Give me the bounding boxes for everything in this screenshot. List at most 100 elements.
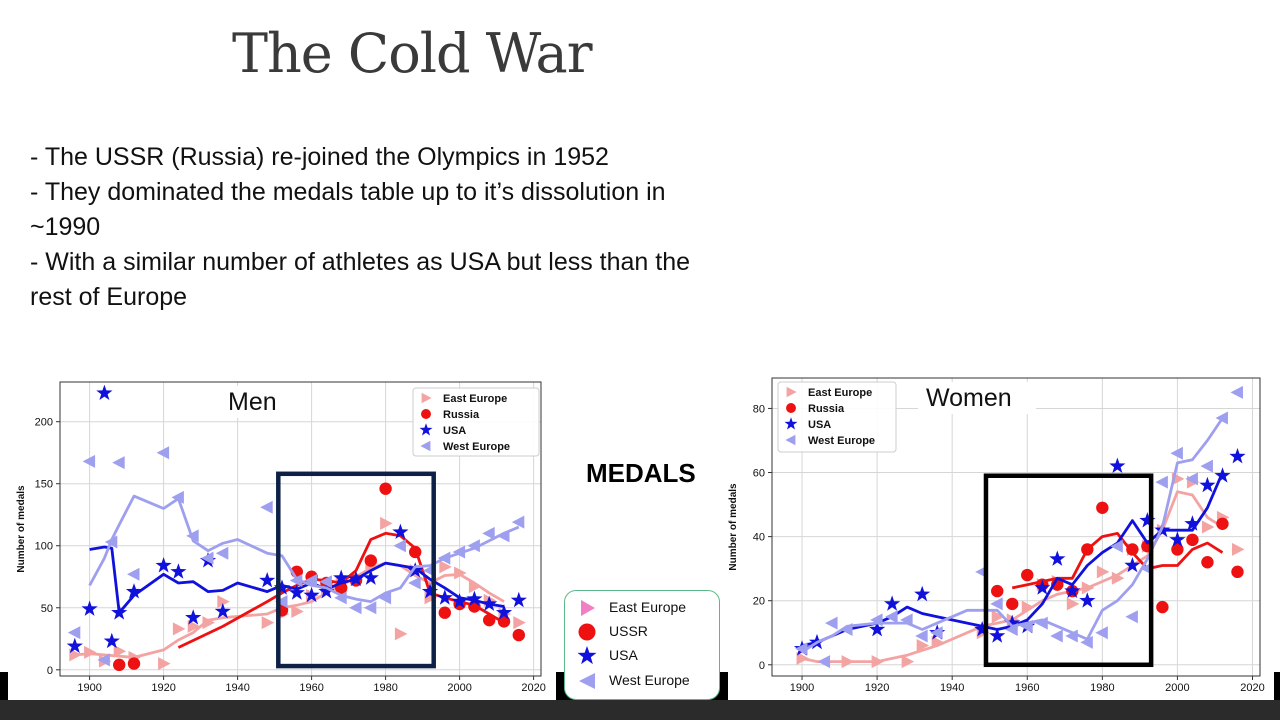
data-point — [1111, 571, 1125, 585]
legend-label: East Europe — [808, 387, 872, 399]
bullet-line: - With a similar number of athletes as U… — [30, 248, 691, 276]
chart-title: Men — [228, 388, 277, 416]
data-point — [1169, 531, 1186, 547]
grid — [60, 382, 541, 676]
data-point — [795, 642, 808, 656]
x-tick-label: 1960 — [1015, 682, 1039, 694]
x-tick-label: 2020 — [1240, 682, 1264, 694]
legend-marker — [420, 440, 431, 452]
data-point — [1065, 629, 1078, 643]
data-point — [439, 560, 452, 574]
data-point — [185, 609, 202, 625]
data-point — [1215, 411, 1228, 425]
data-point — [1034, 579, 1051, 595]
legend-marker — [421, 392, 432, 404]
data-point — [1050, 629, 1063, 643]
chart-title-bg — [918, 382, 1036, 414]
data-point — [156, 446, 170, 460]
data-point — [991, 610, 1005, 624]
data-point — [1006, 597, 1019, 611]
data-point — [1201, 556, 1214, 569]
x-tick-label: 2000 — [1165, 682, 1189, 694]
chart-title: Women — [926, 384, 1012, 412]
data-point — [158, 657, 171, 671]
data-point — [379, 482, 392, 495]
bottom-bar-strip — [0, 700, 1280, 720]
y-tick-label: 200 — [35, 417, 53, 429]
data-point — [1230, 385, 1243, 399]
data-point — [885, 610, 898, 624]
legend-marker — [419, 423, 433, 436]
data-point — [67, 626, 81, 640]
women-chart-panel: 1900 1920 1940 1960 1980 2000 2020 0 20 40 60 80 Num… — [728, 368, 1274, 700]
legend-marker — [785, 434, 796, 446]
data-point — [931, 635, 945, 649]
legend-label: East Europe — [609, 599, 687, 615]
bullet-line: - The USSR (Russia) re-joined the Olympi… — [30, 143, 609, 171]
legend-label: West Europe — [443, 441, 510, 453]
data-point — [497, 529, 510, 543]
data-point — [81, 600, 98, 616]
data-point — [869, 621, 886, 637]
data-point — [1079, 592, 1096, 608]
highlight-box — [983, 473, 1154, 668]
y-tick-label: 150 — [35, 479, 53, 491]
data-point — [930, 626, 943, 640]
data-point — [1200, 459, 1213, 473]
data-point — [495, 604, 513, 620]
data-point — [1139, 512, 1156, 528]
data-point — [1216, 517, 1229, 530]
data-point — [1170, 446, 1183, 460]
data-point — [288, 584, 305, 600]
data-point — [103, 632, 120, 649]
y-axis-label: Number of medals — [16, 485, 27, 573]
star-marker-icon — [577, 646, 597, 665]
legend-label: USA — [443, 425, 466, 437]
trend-line — [89, 545, 505, 615]
data-point — [409, 545, 422, 559]
data-point — [82, 454, 96, 468]
data-point — [900, 613, 913, 627]
data-point — [289, 573, 303, 587]
data-point — [1064, 582, 1081, 598]
x-tick-label: 1980 — [1090, 682, 1114, 694]
data-point — [1081, 581, 1095, 595]
data-point — [1201, 520, 1215, 534]
medals-label: MEDALS — [586, 458, 696, 488]
data-point — [349, 601, 362, 615]
data-point — [1229, 448, 1246, 464]
data-point — [1049, 550, 1066, 566]
data-point — [511, 515, 525, 529]
chart-title-bg — [220, 386, 310, 418]
x-tick-label: 1900 — [77, 682, 101, 694]
data-point — [901, 655, 915, 669]
data-point — [364, 554, 377, 567]
data-point — [170, 563, 187, 579]
data-point — [380, 516, 393, 530]
x-tick-label: 2000 — [447, 682, 471, 694]
data-point — [127, 567, 140, 581]
data-point — [796, 651, 810, 665]
data-point — [261, 616, 275, 630]
data-point — [1020, 619, 1033, 633]
data-point — [186, 529, 199, 543]
data-point — [260, 500, 273, 514]
data-point — [1066, 597, 1080, 611]
data-point — [466, 590, 483, 606]
data-point — [259, 572, 276, 588]
y-tick-label: 50 — [41, 603, 53, 615]
data-point — [467, 539, 480, 553]
data-point — [1080, 635, 1093, 649]
data-point — [275, 595, 288, 609]
y-tick-label: 40 — [753, 532, 765, 544]
series-usa — [66, 384, 527, 654]
data-point — [991, 584, 1004, 598]
data-point — [1184, 515, 1201, 531]
plot-frame — [59, 381, 542, 677]
data-point — [1095, 626, 1108, 640]
data-point — [291, 604, 304, 618]
data-point — [989, 627, 1006, 643]
y-tick-label: 80 — [753, 403, 765, 415]
data-point — [1186, 533, 1199, 547]
data-point — [451, 593, 468, 609]
